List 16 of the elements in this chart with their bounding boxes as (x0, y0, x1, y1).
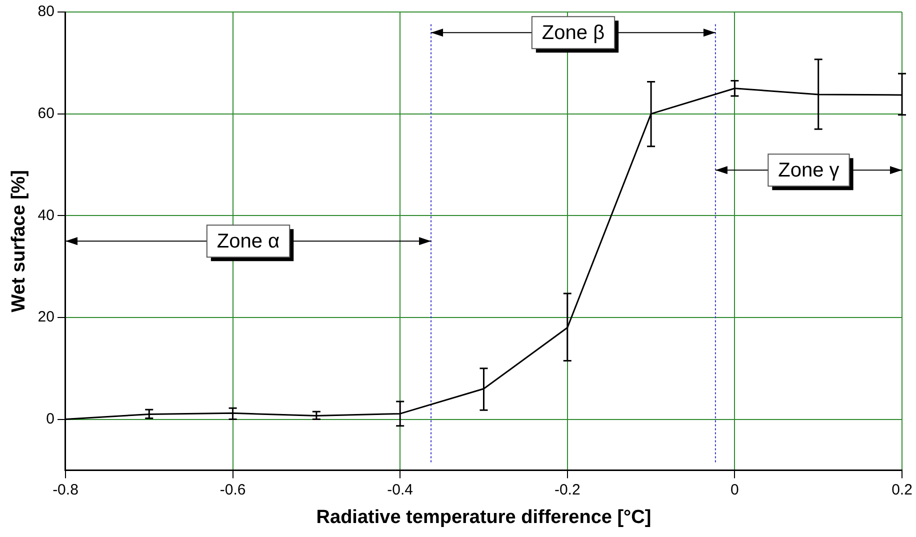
annotation: Zone β (542, 22, 605, 44)
x-tick-label: -0.4 (387, 481, 414, 498)
x-tick-label: 0.2 (892, 481, 912, 498)
annotation: Zone γ (778, 160, 840, 182)
x-tick-label: 0 (730, 481, 739, 498)
y-tick-label: 20 (38, 308, 54, 326)
y-tick-label: 0 (46, 410, 54, 428)
y-tick-label: 60 (38, 104, 54, 122)
x-axis-title: Radiative temperature difference [°C] (316, 506, 652, 528)
annotation: Zone α (216, 230, 280, 253)
y-axis-title: Wet surface [%] (8, 170, 30, 312)
x-tick-label: -0.2 (554, 481, 580, 498)
y-tick-label: 40 (38, 206, 54, 224)
y-tick-label: 80 (38, 3, 54, 20)
x-tick-label: -0.8 (52, 481, 78, 498)
x-tick-label: -0.6 (220, 481, 246, 498)
